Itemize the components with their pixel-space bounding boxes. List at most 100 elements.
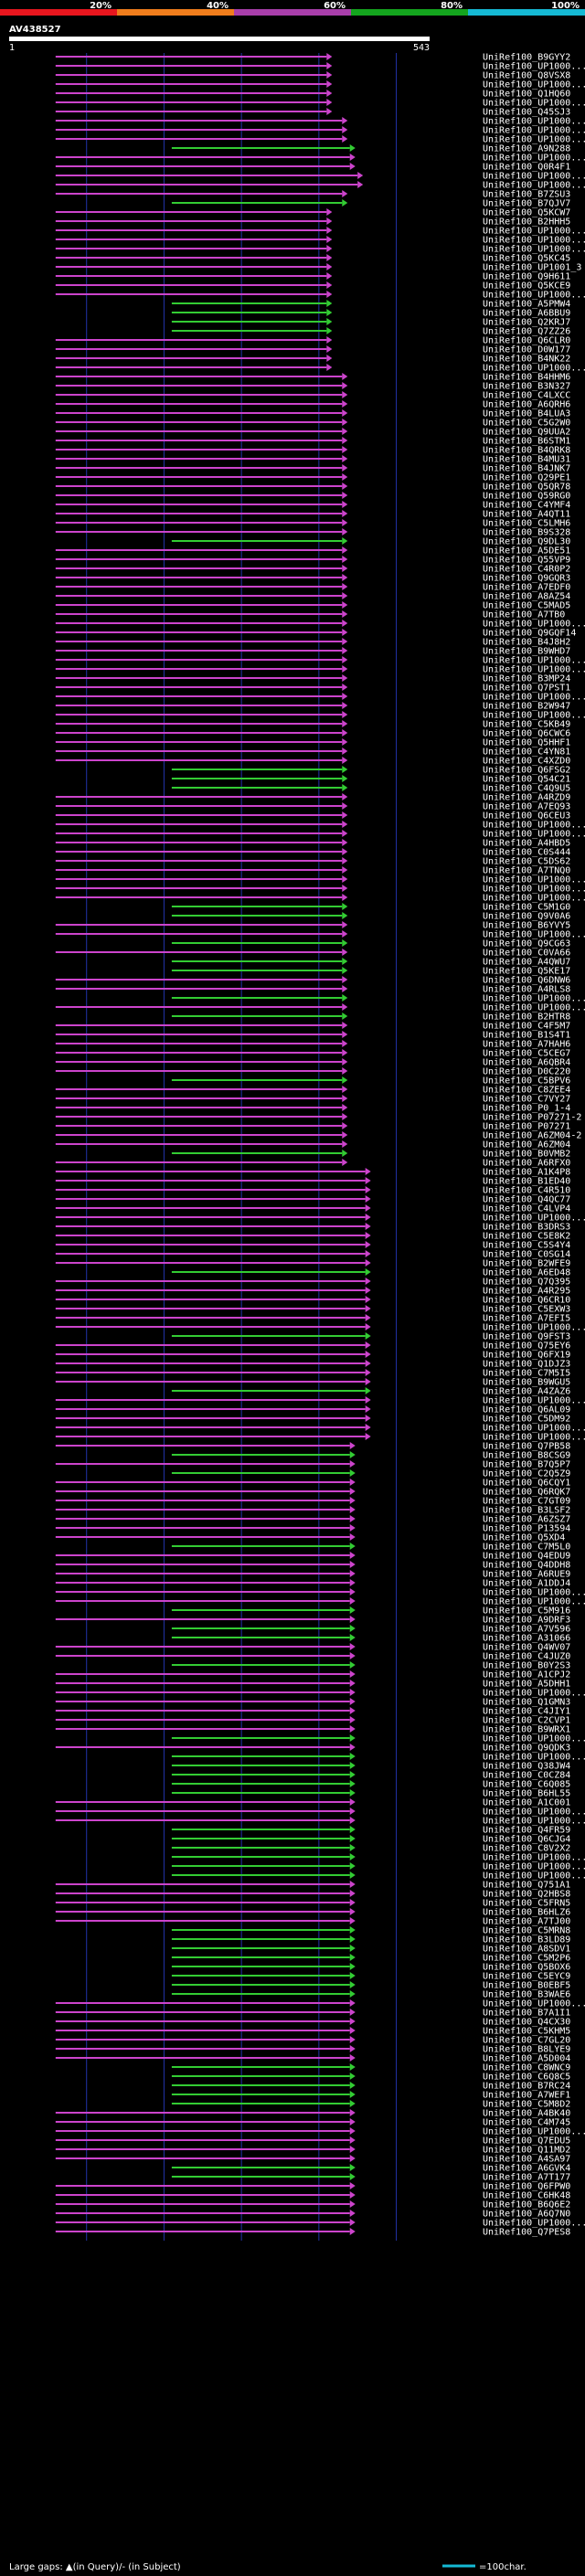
hit-row[interactable]: UniRef100_Q7EDU5 [55, 2136, 570, 2147]
hit-label[interactable]: UniRef100_C4JIY1 [483, 1707, 570, 1717]
hit-label[interactable]: UniRef100_A8AZ54 [483, 592, 570, 602]
hit-label[interactable]: UniRef100_UP1000... [483, 1433, 585, 1443]
hit-row[interactable]: UniRef100_Q4DDH8 [55, 1561, 570, 1571]
hit-label[interactable]: UniRef100_C5M1G0 [483, 903, 570, 913]
hit-label[interactable]: UniRef100_C7GL20 [483, 2036, 570, 2046]
hit-label[interactable]: UniRef100_UP1000... [483, 154, 585, 164]
hit-label[interactable]: UniRef100_A7WEF1 [483, 2091, 570, 2101]
hit-row[interactable]: UniRef100_B6YVY5 [55, 921, 570, 931]
hit-row[interactable]: UniRef100_UP1000... [55, 1424, 585, 1434]
hit-label[interactable]: UniRef100_B4MU31 [483, 455, 570, 465]
hit-row[interactable]: UniRef100_UP1000... [55, 1003, 585, 1013]
hit-label[interactable]: UniRef100_Q4CX30 [483, 2018, 570, 2028]
hit-label[interactable]: UniRef100_B0EBF5 [483, 1981, 570, 1991]
hit-label[interactable]: UniRef100_B9S328 [483, 528, 570, 538]
hit-row[interactable]: UniRef100_C5KB49 [55, 720, 570, 730]
hit-row[interactable]: UniRef100_A7EDF0 [55, 583, 570, 593]
hit-label[interactable]: UniRef100_C5M2P6 [483, 1954, 570, 1964]
hit-label[interactable]: UniRef100_B4LUA3 [483, 409, 570, 419]
hit-label[interactable]: UniRef100_A4RZD9 [483, 793, 570, 803]
hit-label[interactable]: UniRef100_C2Q5Z9 [483, 1469, 570, 1479]
hit-row[interactable]: UniRef100_UP1000... [55, 656, 585, 666]
hit-label[interactable]: UniRef100_A4BK40 [483, 2109, 570, 2119]
hit-label[interactable]: UniRef100_UP1000... [483, 875, 585, 885]
hit-label[interactable]: UniRef100_Q55VP9 [483, 556, 570, 566]
hit-label[interactable]: UniRef100_Q6CLR0 [483, 336, 570, 346]
hit-label[interactable]: UniRef100_B3LD89 [483, 1935, 570, 1945]
hit-label[interactable]: UniRef100_Q7PES8 [483, 2228, 570, 2238]
hit-row[interactable]: UniRef100_Q6DNW6 [55, 976, 570, 986]
hit-row[interactable]: UniRef100_Q2HBS8 [55, 1890, 570, 1900]
hit-row[interactable]: UniRef100_C4R510 [55, 1186, 570, 1196]
hit-label[interactable]: UniRef100_C6Q085 [483, 1780, 570, 1790]
hit-label[interactable]: UniRef100_P07271 [483, 1122, 570, 1132]
hit-row[interactable]: UniRef100_B8LYE9 [55, 2045, 570, 2055]
hit-label[interactable]: UniRef100_C7M5L0 [483, 1542, 570, 1553]
hit-row[interactable]: UniRef100_C4M745 [55, 2118, 570, 2128]
hit-row[interactable]: UniRef100_UP1000... [55, 364, 585, 374]
hit-label[interactable]: UniRef100_UP1000... [483, 1999, 585, 2009]
hit-label[interactable]: UniRef100_UP1000... [483, 99, 585, 109]
hit-row[interactable]: UniRef100_Q6CR10 [55, 1296, 570, 1306]
hit-row[interactable]: UniRef100_C6Q085 [171, 1780, 570, 1790]
hit-label[interactable]: UniRef100_UP1000... [483, 1853, 585, 1863]
hit-row[interactable]: UniRef100_B2HTR8 [171, 1012, 570, 1023]
hit-row[interactable]: UniRef100_Q38JW4 [171, 1762, 570, 1772]
hit-label[interactable]: UniRef100_UP1000... [483, 1003, 585, 1013]
hit-row[interactable]: UniRef100_A7TJ00 [55, 1917, 570, 1927]
hit-label[interactable]: UniRef100_UP1000... [483, 1862, 585, 1872]
hit-row[interactable]: UniRef100_Q29PE1 [55, 473, 570, 483]
hit-label[interactable]: UniRef100_C5FRN5 [483, 1899, 570, 1909]
hit-row[interactable]: UniRef100_C5M1G0 [171, 903, 570, 913]
hit-label[interactable]: UniRef100_C4JUZ0 [483, 1652, 570, 1662]
hit-row[interactable]: UniRef100_A4R295 [55, 1287, 570, 1297]
hit-row[interactable]: UniRef100_C8V2X2 [171, 1844, 570, 1854]
hit-label[interactable]: UniRef100_C7VY27 [483, 1095, 570, 1105]
hit-row[interactable]: UniRef100_Q7PB58 [55, 1442, 570, 1452]
hit-label[interactable]: UniRef100_B9WRX1 [483, 1725, 570, 1735]
hit-row[interactable]: UniRef100_Q7PES8 [55, 2228, 570, 2238]
hit-row[interactable]: UniRef100_A4QWU7 [171, 958, 570, 968]
hit-row[interactable]: UniRef100_A1C001 [55, 1798, 570, 1808]
hit-label[interactable]: UniRef100_UP1000... [483, 2127, 585, 2137]
hit-row[interactable]: UniRef100_C5FRN5 [55, 1899, 570, 1909]
hit-row[interactable]: UniRef100_A5D004 [55, 2054, 570, 2064]
hit-row[interactable]: UniRef100_B3MP24 [55, 674, 570, 684]
hit-row[interactable]: UniRef100_C5E8K2 [55, 1232, 570, 1242]
hit-label[interactable]: UniRef100_UP1000... [483, 693, 585, 703]
hit-label[interactable]: UniRef100_UP1000... [483, 930, 585, 940]
hit-row[interactable]: UniRef100_Q751A1 [55, 1881, 570, 1891]
hit-label[interactable]: UniRef100_Q1HQ60 [483, 90, 570, 100]
hit-label[interactable]: UniRef100_B3DRS3 [483, 1223, 570, 1233]
hit-label[interactable]: UniRef100_B2HTR8 [483, 1012, 570, 1023]
hit-label[interactable]: UniRef100_UP1000... [483, 656, 585, 666]
hit-row[interactable]: UniRef100_A4RZD9 [55, 793, 570, 803]
hit-row[interactable]: UniRef100_A7T177 [171, 2173, 570, 2183]
hit-label[interactable]: UniRef100_C5LMH6 [483, 519, 570, 529]
hit-row[interactable]: UniRef100_C5KHM5 [55, 2027, 570, 2037]
hit-label[interactable]: UniRef100_A7HAH6 [483, 1040, 570, 1050]
hit-label[interactable]: UniRef100_Q6CR10 [483, 1296, 570, 1306]
hit-label[interactable]: UniRef100_C5E8K2 [483, 1232, 570, 1242]
hit-label[interactable]: UniRef100_Q9UUA2 [483, 428, 570, 438]
hit-row[interactable]: UniRef100_B4J8H2 [55, 638, 570, 648]
hit-row[interactable]: UniRef100_B3WAE6 [171, 1990, 570, 2000]
hit-label[interactable]: UniRef100_C4YN81 [483, 747, 570, 758]
hit-row[interactable]: UniRef100_UP1000... [55, 885, 585, 895]
hit-label[interactable]: UniRef100_Q6CQY1 [483, 1479, 570, 1489]
hit-row[interactable]: UniRef100_C0VA66 [55, 949, 570, 959]
hit-label[interactable]: UniRef100_A9DRF3 [483, 1616, 570, 1626]
hit-row[interactable]: UniRef100_B7QJV7 [171, 199, 570, 209]
hit-row[interactable]: UniRef100_Q1HQ60 [55, 90, 570, 100]
hit-row[interactable]: UniRef100_C5EXW3 [55, 1305, 570, 1315]
hit-label[interactable]: UniRef100_B1ED40 [483, 1177, 570, 1187]
hit-row[interactable]: UniRef100_Q9H611 [55, 272, 570, 282]
hit-label[interactable]: UniRef100_Q9FST3 [483, 1332, 570, 1342]
hit-label[interactable]: UniRef100_C5EXW3 [483, 1305, 570, 1315]
hit-row[interactable]: UniRef100_UP1000... [55, 894, 585, 904]
hit-label[interactable]: UniRef100_B4QRK8 [483, 446, 570, 456]
hit-row[interactable]: UniRef100_C2CVP1 [55, 1716, 570, 1726]
hit-label[interactable]: UniRef100_A7EDF0 [483, 583, 570, 593]
hit-label[interactable]: UniRef100_D0W177 [483, 345, 570, 355]
hit-row[interactable]: UniRef100_A7TB0 [55, 610, 565, 620]
